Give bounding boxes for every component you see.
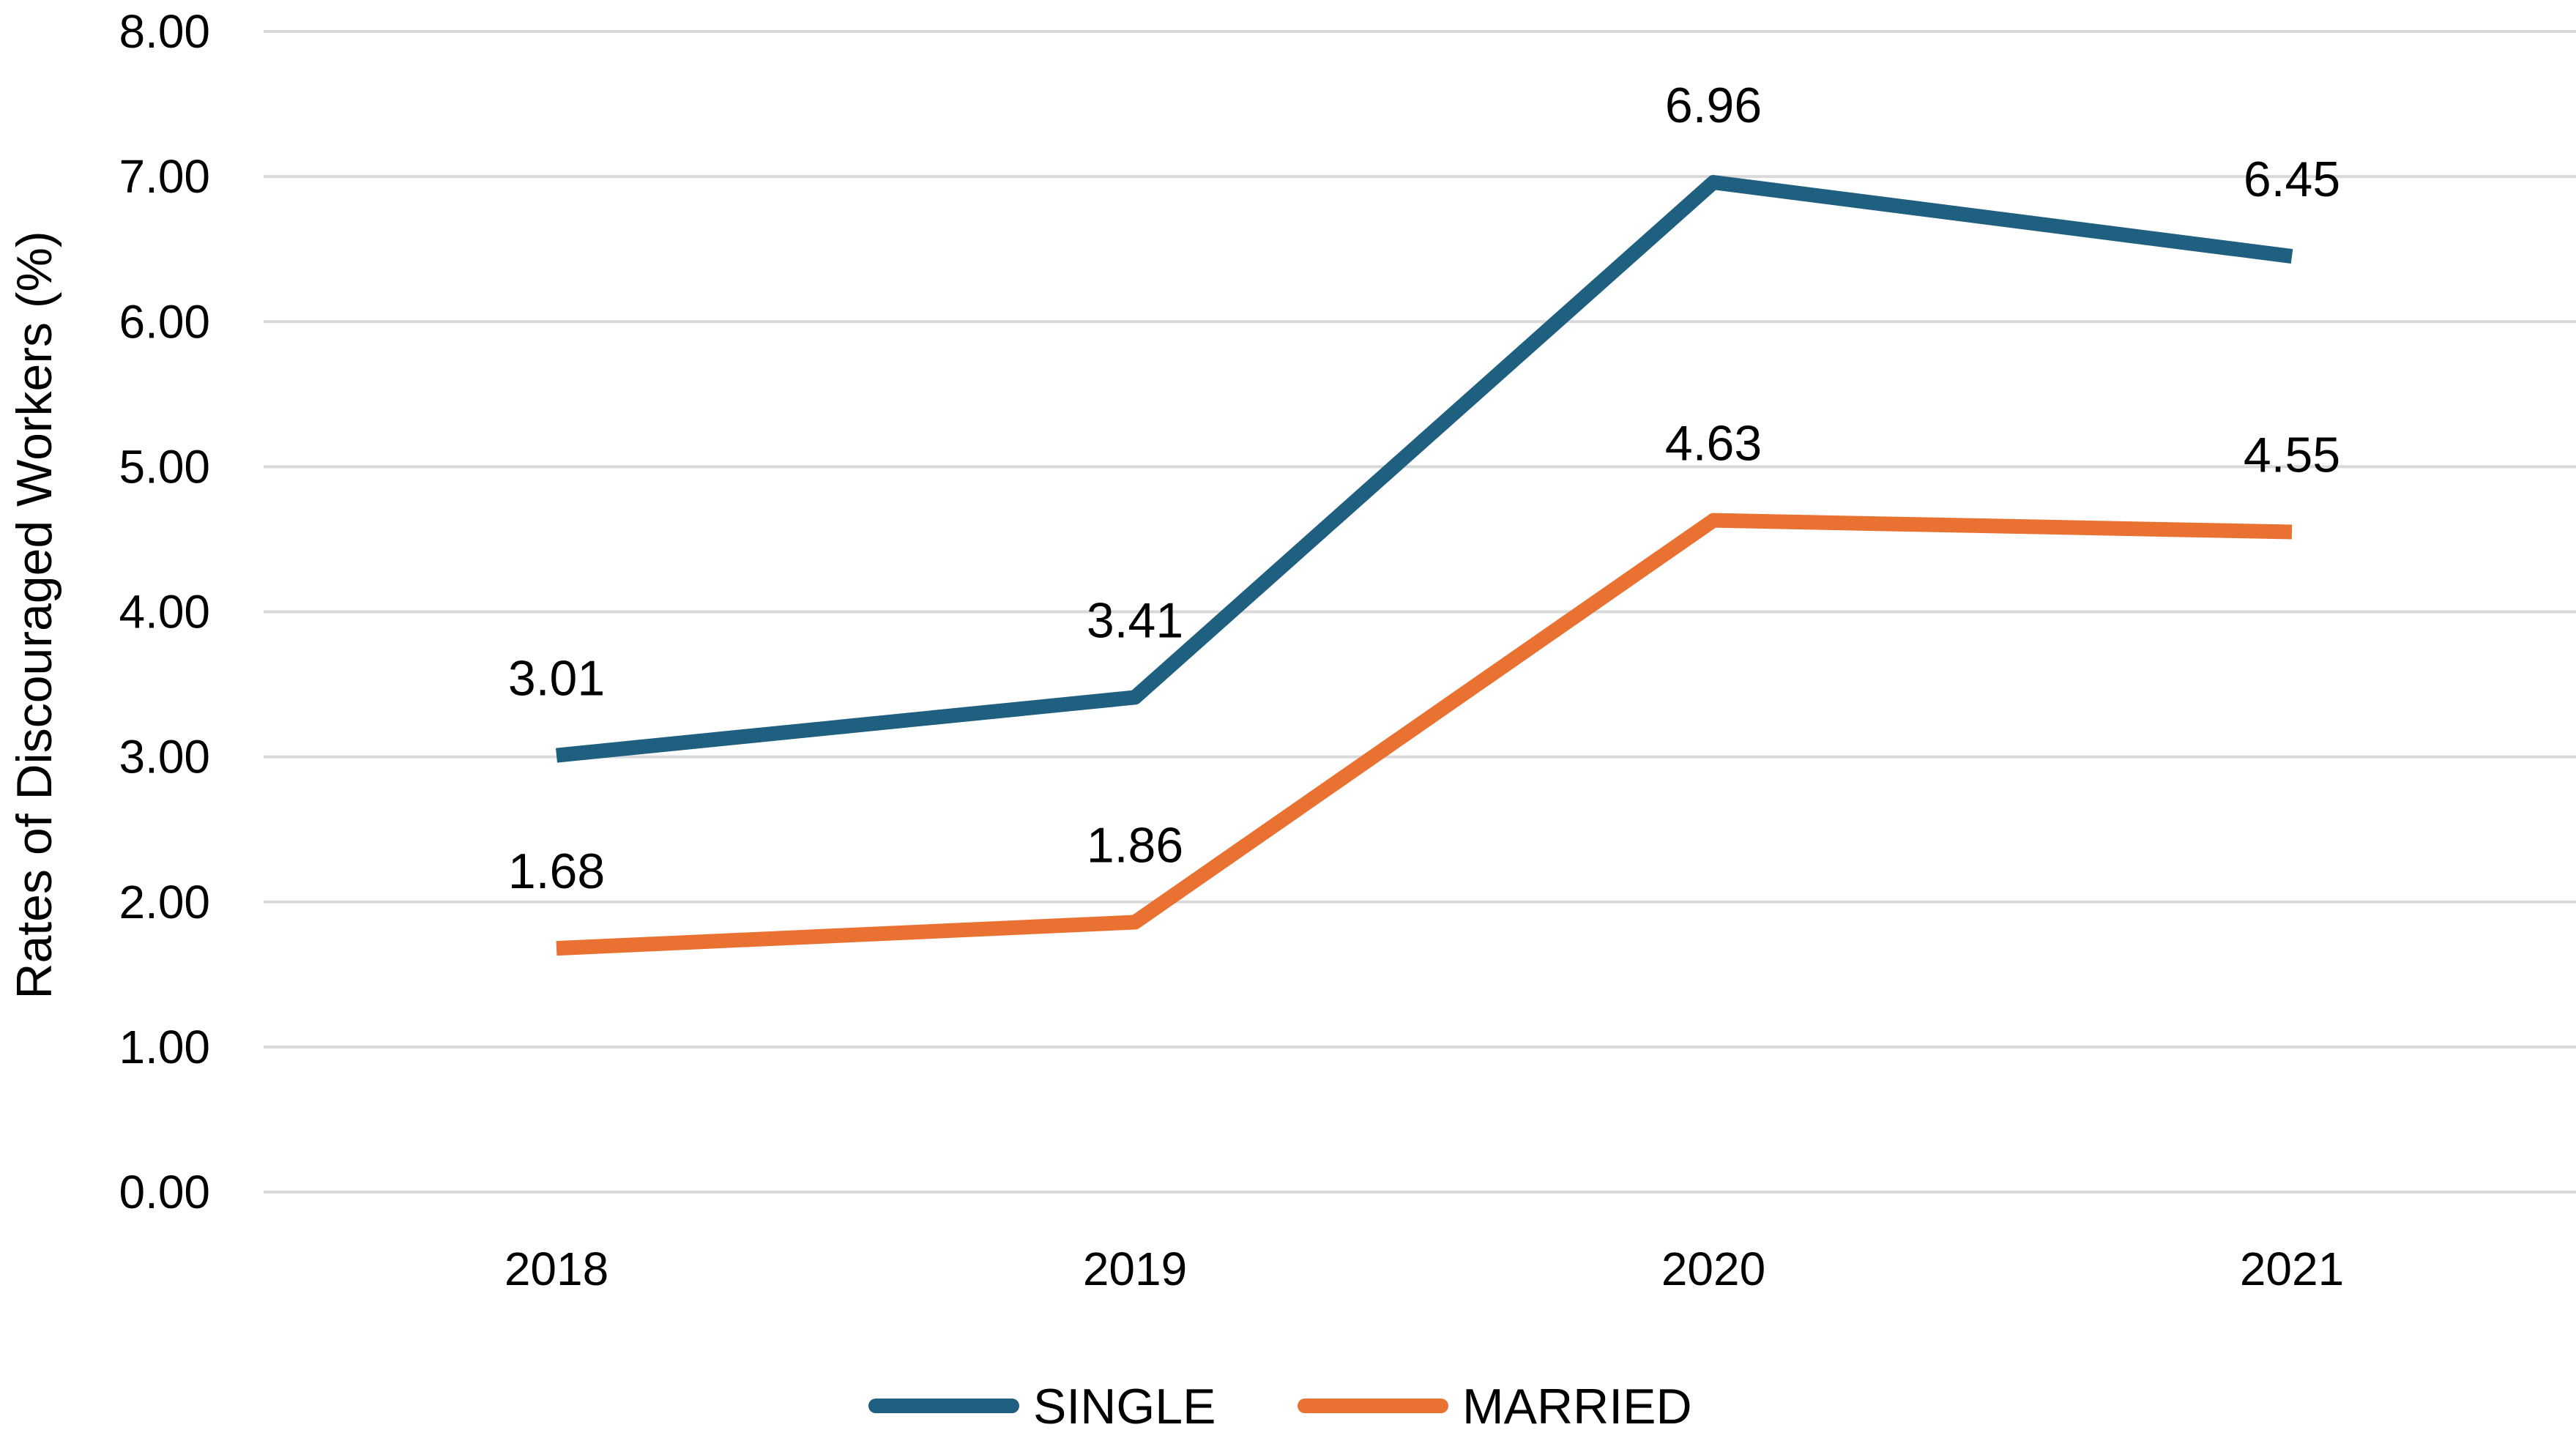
y-tick-label: 4.00 [119, 586, 210, 638]
series [556, 175, 2293, 956]
data-label: 6.45 [2244, 152, 2340, 207]
x-axis-ticks: 2018 2019 2020 2021 [505, 1243, 2344, 1295]
x-tick-label: 2019 [1083, 1243, 1187, 1295]
data-label: 4.55 [2244, 428, 2340, 483]
gridlines [264, 30, 2576, 1194]
series-line-single [556, 175, 2293, 763]
data-label: 1.86 [1087, 817, 1183, 873]
y-axis-ticks: 0.00 1.00 2.00 3.00 4.00 5.00 6.00 7.00 8.00 [119, 5, 210, 1218]
data-label: 4.63 [1665, 416, 1762, 472]
y-tick-label: 8.00 [119, 5, 210, 58]
y-tick-label: 2.00 [119, 876, 210, 928]
data-label: 6.96 [1665, 78, 1762, 133]
data-label: 1.68 [508, 844, 605, 899]
y-tick-label: 6.00 [119, 295, 210, 348]
y-tick-label: 7.00 [119, 150, 210, 203]
data-labels: 3.01 3.41 6.96 6.45 1.68 1.86 4.63 4.55 [508, 78, 2340, 899]
legend-item-single: SINGLE [868, 1379, 1216, 1434]
data-label: 3.01 [508, 651, 605, 707]
y-tick-label: 5.00 [119, 440, 210, 493]
legend: SINGLE MARRIED [868, 1379, 1692, 1434]
y-tick-label: 1.00 [119, 1021, 210, 1073]
data-label: 3.41 [1087, 592, 1183, 648]
y-axis-title: Rates of Discouraged Workers (%) [7, 231, 62, 999]
legend-label: SINGLE [1033, 1379, 1216, 1434]
y-tick-label: 3.00 [119, 731, 210, 783]
legend-label: MARRIED [1462, 1379, 1692, 1434]
x-tick-label: 2021 [2240, 1243, 2344, 1295]
series-line-married [556, 513, 2293, 956]
y-tick-label: 0.00 [119, 1166, 210, 1218]
x-tick-label: 2020 [1661, 1243, 1765, 1295]
x-tick-label: 2018 [505, 1243, 608, 1295]
legend-item-married: MARRIED [1298, 1379, 1692, 1434]
